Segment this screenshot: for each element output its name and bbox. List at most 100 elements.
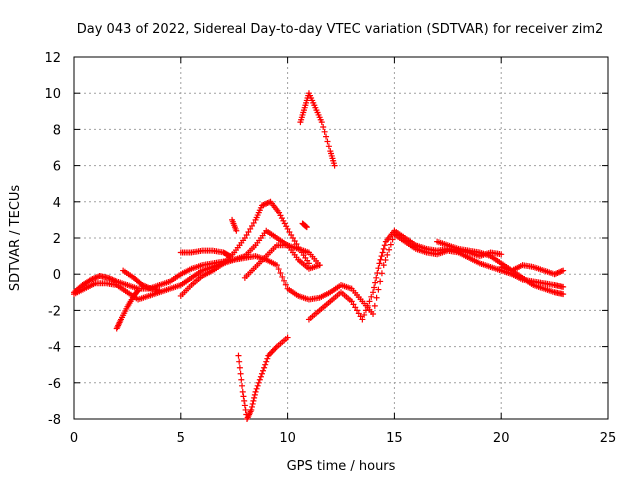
- data-point-interp: [375, 286, 382, 293]
- data-point: [318, 119, 325, 126]
- data-point: [316, 262, 323, 269]
- series-track-2: [71, 227, 323, 303]
- data-point-interp: [320, 123, 327, 130]
- data-point: [156, 287, 163, 294]
- data-point: [273, 262, 280, 269]
- data-point-interp: [241, 397, 248, 404]
- data-point-interp: [282, 281, 289, 288]
- x-axis-label: GPS time / hours: [287, 459, 396, 474]
- y-tick-label: 4: [53, 196, 61, 211]
- data-point-interp: [377, 256, 384, 263]
- data-point-interp: [291, 238, 298, 245]
- data-point: [233, 227, 240, 234]
- data-point-interp: [249, 403, 255, 410]
- data-point-interp: [249, 222, 255, 229]
- series-track-5: [177, 198, 312, 299]
- y-tick-label: 0: [53, 268, 61, 283]
- data-point-interp: [255, 379, 262, 386]
- data-point-interp: [281, 220, 288, 227]
- data-point-interp: [378, 253, 385, 260]
- data-point: [380, 262, 387, 269]
- data-point: [305, 260, 312, 267]
- data-point-interp: [261, 364, 268, 371]
- data-point-interp: [361, 311, 368, 318]
- data-point-interp: [323, 133, 330, 140]
- data-point-interp: [325, 143, 332, 150]
- data-point-interp: [239, 382, 246, 389]
- data-point-interp: [368, 293, 375, 300]
- data-point: [498, 251, 505, 258]
- data-point-interp: [277, 269, 284, 276]
- data-point: [359, 316, 366, 323]
- data-point: [560, 267, 567, 274]
- data-point-interp: [275, 266, 282, 273]
- data-point-interp: [263, 358, 270, 365]
- data-point-interp: [262, 361, 269, 368]
- data-point-interp: [245, 228, 252, 235]
- data-point-interp: [364, 302, 371, 309]
- data-point: [135, 287, 142, 294]
- data-point-interp: [247, 225, 254, 232]
- data-point-interp: [324, 138, 331, 145]
- series-track-13: [299, 220, 310, 231]
- data-point-interp: [377, 278, 384, 285]
- data-point-interp: [240, 393, 247, 400]
- data-point-interp: [283, 223, 290, 230]
- data-point-interp: [279, 273, 286, 280]
- data-point-interp: [373, 294, 380, 301]
- data-point: [258, 370, 265, 377]
- y-tick-label: -4: [48, 341, 61, 356]
- data-point-interp: [375, 265, 382, 272]
- data-point-interp: [289, 235, 296, 241]
- x-tick-label: 10: [279, 431, 296, 446]
- y-tick-label: -6: [48, 377, 61, 392]
- data-point-interp: [373, 274, 380, 281]
- data-point-interp: [236, 364, 243, 371]
- data-point-interp: [250, 397, 257, 404]
- data-point-interp: [357, 313, 364, 320]
- y-axis-label: SDTVAR / TECUs: [8, 185, 23, 292]
- data-point-interp: [387, 241, 394, 248]
- data-point-interp: [350, 301, 357, 308]
- data-point-interp: [386, 246, 393, 253]
- data-point-interp: [251, 391, 258, 398]
- data-point-interp: [384, 251, 391, 258]
- x-tick-label: 5: [177, 431, 185, 446]
- data-point: [252, 388, 259, 395]
- series-track-8: [235, 334, 291, 422]
- chart-title: Day 043 of 2022, Sidereal Day-to-day VTE…: [77, 22, 604, 37]
- data-point-interp: [260, 367, 267, 374]
- data-point-interp: [243, 231, 250, 238]
- data-point-interp: [371, 284, 378, 291]
- grid: [74, 57, 608, 419]
- data-point-interp: [278, 215, 285, 222]
- data-point-interp: [281, 277, 288, 284]
- data-point: [303, 224, 310, 231]
- data-point-interp: [253, 385, 260, 392]
- data-point: [239, 388, 246, 395]
- y-tick-label: 12: [44, 51, 61, 66]
- series-track-9: [297, 90, 338, 169]
- data-point-interp: [389, 236, 396, 243]
- data-marks: [71, 90, 567, 422]
- y-tick-label: 10: [44, 87, 61, 102]
- y-tick-label: 8: [53, 123, 61, 138]
- data-point-interp: [237, 370, 244, 377]
- data-point-interp: [379, 249, 386, 256]
- x-tick-label: 15: [386, 431, 403, 446]
- data-point: [370, 289, 377, 296]
- x-tick-label: 25: [600, 431, 617, 446]
- data-point-interp: [286, 228, 293, 235]
- data-point: [284, 225, 291, 232]
- series-track-11: [434, 238, 567, 298]
- y-tick-label: 2: [53, 232, 61, 247]
- data-point: [284, 334, 291, 341]
- series-track-7: [241, 242, 323, 281]
- series-track-14: [229, 216, 240, 234]
- data-point: [348, 298, 355, 305]
- data-point: [560, 283, 567, 290]
- data-point-interp: [225, 252, 232, 259]
- series-track-10: [305, 227, 505, 323]
- data-point-interp: [277, 212, 284, 219]
- data-point-interp: [380, 245, 387, 252]
